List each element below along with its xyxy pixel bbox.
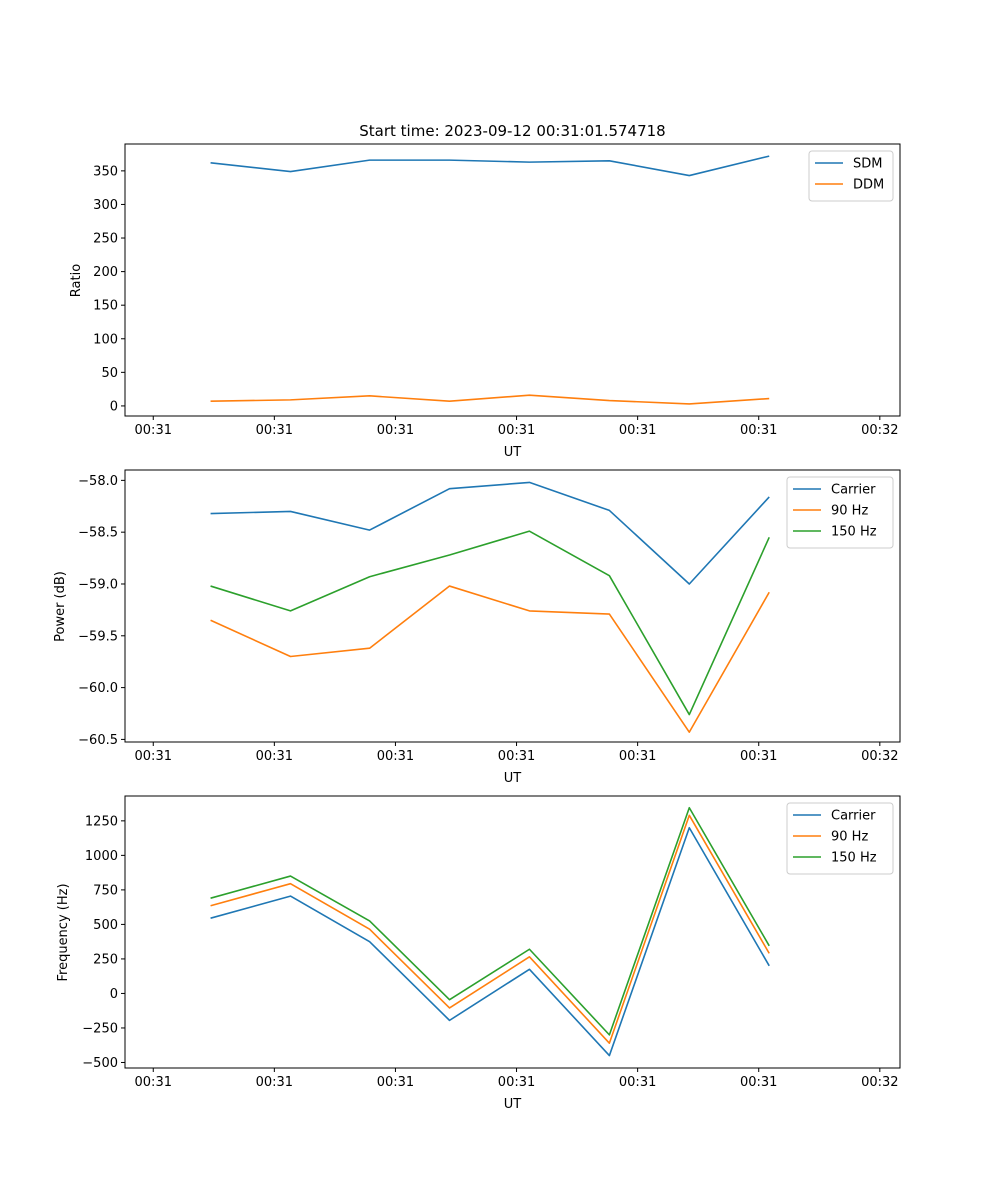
ratio-y-tick-label: 50 (101, 366, 118, 381)
ratio-series-sdm (210, 155, 770, 177)
frequency-y-axis-label: Frequency (Hz) (56, 883, 71, 981)
power-x-tick-label: 00:31 (619, 749, 656, 764)
power-legend-label: 90 Hz (831, 504, 868, 519)
frequency-axes-frame (124, 795, 901, 1069)
ratio-x-tick-label: 00:31 (377, 423, 414, 438)
power-y-tick-label: −59.5 (78, 629, 118, 644)
frequency-series-150-hz (210, 806, 770, 1036)
chart-title: Start time: 2023-09-12 00:31:01.574718 (359, 122, 665, 140)
frequency-x-tick-label: 00:31 (619, 1075, 656, 1090)
ratio-y-tick-label: 100 (93, 332, 118, 347)
frequency-x-tick-label: 00:31 (377, 1075, 414, 1090)
power-series-150-hz (210, 530, 770, 716)
ratio-axes-frame (124, 143, 901, 417)
power-y-tick-label: −58.5 (78, 526, 118, 541)
power-x-axis-label: UT (504, 771, 522, 786)
ratio-panel: Start time: 2023-09-12 00:31:01.574718 0… (69, 122, 901, 460)
frequency-x-tick-label: 00:31 (135, 1075, 172, 1090)
frequency-series-90-hz (210, 814, 770, 1044)
ratio-x-tick-label: 00:31 (498, 423, 535, 438)
ratio-x-tick-label: 00:31 (740, 423, 777, 438)
ratio-y-axis-label: Ratio (69, 264, 84, 297)
frequency-x-tick-label: 00:32 (861, 1075, 898, 1090)
ratio-x-tick-label: 00:31 (619, 423, 656, 438)
frequency-legend-label: Carrier (831, 809, 876, 824)
power-y-axis-label: Power (dB) (53, 571, 68, 642)
frequency-y-tick-label: 1250 (85, 814, 118, 829)
ratio-x-tick-label: 00:31 (256, 423, 293, 438)
ratio-x-tick-label: 00:31 (135, 423, 172, 438)
power-y-tick-label: −58.0 (78, 474, 118, 489)
frequency-x-tick-label: 00:31 (740, 1075, 777, 1090)
power-series-90-hz (210, 585, 770, 733)
power-legend-label: 150 Hz (831, 525, 877, 540)
power-plot-area: 00:31 00:31 00:31 00:31 00:31 00:31 00:32 −60.5… (78, 469, 901, 764)
ratio-plot-area: 00:31 00:31 00:31 00:31 00:31 00:31 00:32 0 50 10… (93, 143, 901, 438)
ratio-y-tick-label: 200 (93, 265, 118, 280)
power-axes-frame (124, 469, 901, 743)
ratio-x-tick-label: 00:32 (861, 423, 898, 438)
frequency-y-tick-label: 1000 (85, 849, 118, 864)
frequency-x-tick-label: 00:31 (498, 1075, 535, 1090)
power-y-tick-label: −60.5 (78, 733, 118, 748)
frequency-y-tick-label: 250 (93, 952, 118, 967)
power-x-tick-label: 00:32 (861, 749, 898, 764)
power-x-tick-label: 00:31 (377, 749, 414, 764)
power-legend: Carrier 90 Hz 150 Hz (786, 476, 894, 549)
frequency-legend-label: 90 Hz (831, 830, 868, 845)
frequency-legend-label: 150 Hz (831, 851, 877, 866)
ratio-y-tick-label: 150 (93, 299, 118, 314)
power-x-tick-label: 00:31 (740, 749, 777, 764)
power-x-tick-label: 00:31 (256, 749, 293, 764)
ratio-y-tick-label: 350 (93, 164, 118, 179)
power-y-tick-label: −60.0 (78, 681, 118, 696)
ratio-legend-label: DDM (853, 178, 884, 193)
power-x-tick-label: 00:31 (498, 749, 535, 764)
power-x-tick-label: 00:31 (135, 749, 172, 764)
ratio-y-tick-label: 0 (110, 399, 118, 414)
frequency-legend: Carrier 90 Hz 150 Hz (786, 802, 894, 875)
ratio-series-ddm (210, 394, 770, 405)
frequency-y-tick-label: 0 (110, 987, 118, 1002)
frequency-y-tick-label: 750 (93, 883, 118, 898)
frequency-x-axis-label: UT (504, 1097, 522, 1112)
power-panel: 00:31 00:31 00:31 00:31 00:31 00:31 00:32 −60.5… (53, 469, 901, 786)
power-series-carrier (210, 481, 770, 585)
frequency-plot-area: 00:31 00:31 00:31 00:31 00:31 00:31 00:32 −500 −… (82, 795, 901, 1090)
ratio-x-axis-label: UT (504, 445, 522, 460)
power-legend-label: Carrier (831, 483, 876, 498)
frequency-panel: 00:31 00:31 00:31 00:31 00:31 00:31 00:32 −500 −… (56, 795, 901, 1112)
power-y-tick-label: −59.0 (78, 577, 118, 592)
ratio-legend: SDM DDM (808, 150, 894, 202)
ratio-y-tick-label: 250 (93, 232, 118, 247)
frequency-y-tick-label: −250 (82, 1021, 118, 1036)
frequency-y-tick-label: −500 (82, 1056, 118, 1071)
ratio-legend-label: SDM (853, 157, 882, 172)
frequency-y-tick-label: 500 (93, 918, 118, 933)
ratio-y-tick-label: 300 (93, 198, 118, 213)
frequency-series-carrier (210, 826, 770, 1057)
frequency-x-tick-label: 00:31 (256, 1075, 293, 1090)
